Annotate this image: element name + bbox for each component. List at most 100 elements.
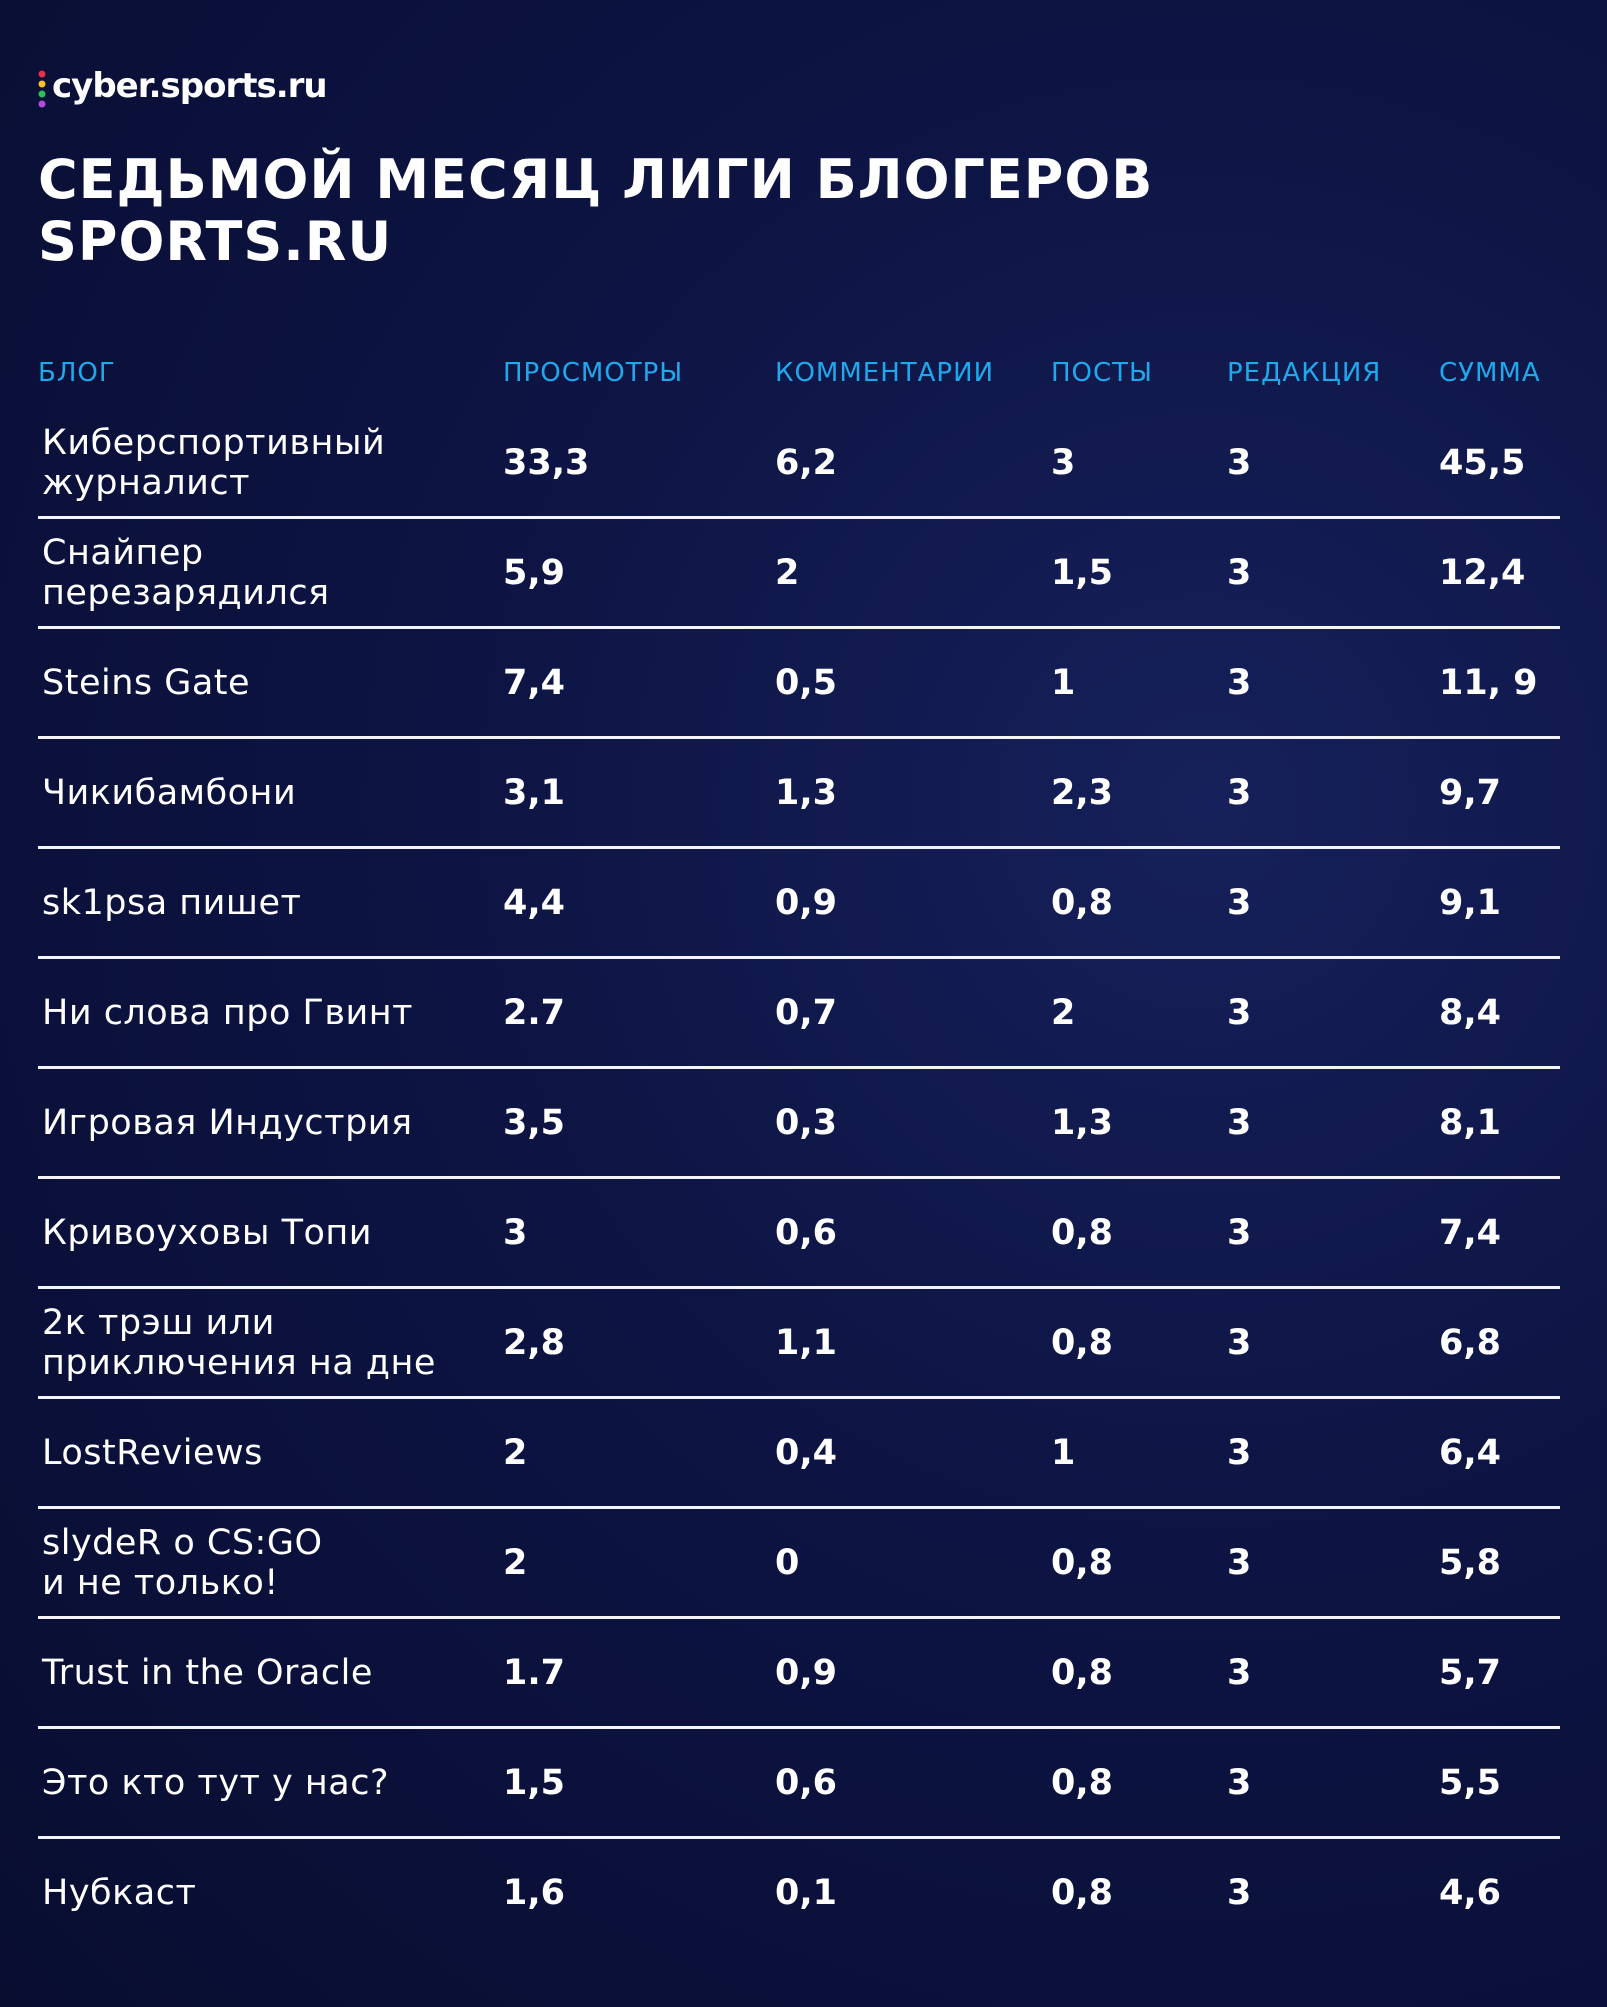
column-header: СУММА (1439, 358, 1541, 388)
column-header: ПОСТЫ (1051, 358, 1153, 388)
cell-value: 3 (1227, 1542, 1252, 1583)
column-header: РЕДАКЦИЯ (1227, 358, 1382, 388)
table-row: 2к трэш или приключения на дне 2,8 1,1 0,8 3… (38, 1289, 1560, 1399)
cell-value: 0,8 (1051, 1322, 1114, 1363)
table-row: Это кто тут у нас? 1,5 0,6 0,8 3 5,5 (38, 1729, 1560, 1839)
blog-name: Steins Gate (42, 662, 251, 703)
cell-value: 0,6 (775, 1212, 838, 1253)
cell-value: 1 (1051, 1432, 1076, 1473)
cell-value: 0 (775, 1542, 800, 1583)
cell-value: 6,2 (775, 442, 838, 483)
table-row: LostReviews 2 0,4 1 3 6,4 (38, 1399, 1560, 1509)
cell-value: 8,4 (1439, 992, 1502, 1033)
blog-name: sk1psa пишет (42, 882, 302, 923)
table-row: Киберспортивный журналист 33,3 6,2 3 3 45,5 (38, 409, 1560, 519)
table-row: sk1psa пишет 4,4 0,9 0,8 3 9,1 (38, 849, 1560, 959)
blog-name: 2к трэш или приключения на дне (42, 1302, 436, 1383)
cell-value: 0,8 (1051, 882, 1114, 923)
title: SPORTS.RU (38, 210, 393, 273)
cell-value: 3 (1227, 1872, 1252, 1913)
blog-name: Киберспортивный журналист (42, 422, 386, 503)
cell-value: 1,3 (775, 772, 838, 813)
cell-value: 12,4 (1439, 552, 1526, 593)
table-row: Trust in the Oracle 1.7 0,9 0,8 3 5,7 (38, 1619, 1560, 1729)
cell-value: 3,1 (503, 772, 566, 813)
blog-name: Это кто тут у нас? (42, 1762, 390, 1803)
cell-value: 5,5 (1439, 1762, 1502, 1803)
table-row: Steins Gate 7,4 0,5 1 3 11, 9 (38, 629, 1560, 739)
column-header: КОММЕНТАРИИ (775, 358, 995, 388)
cell-value: 1,1 (775, 1322, 838, 1363)
cell-value: 2.7 (503, 992, 566, 1033)
cell-value: 7,4 (1439, 1212, 1502, 1253)
blog-name: Игровая Индустрия (42, 1102, 413, 1143)
table-row: Снайпер перезарядился 5,9 2 1,5 3 12,4 (38, 519, 1560, 629)
cell-value: 0,8 (1051, 1652, 1114, 1693)
cell-value: 6,4 (1439, 1432, 1502, 1473)
blog-name: Trust in the Oracle (42, 1652, 373, 1693)
blog-name: Снайпер перезарядился (42, 532, 330, 613)
cell-value: 3 (1227, 1762, 1252, 1803)
cell-value: 3 (1227, 1212, 1252, 1253)
cell-value: 0,5 (775, 662, 838, 703)
blog-name: Чикибамбони (42, 772, 297, 813)
table-row: Нубкаст 1,6 0,1 0,8 3 4,6 (38, 1839, 1560, 1949)
cell-value: 3 (1227, 1102, 1252, 1143)
cell-value: 0,1 (775, 1872, 838, 1913)
blog-name: LostReviews (42, 1432, 263, 1473)
cell-value: 9,7 (1439, 772, 1502, 813)
cell-value: 5,8 (1439, 1542, 1502, 1583)
cell-value: 8,1 (1439, 1102, 1502, 1143)
cell-value: 3 (1227, 662, 1252, 703)
cell-value: 0,4 (775, 1432, 838, 1473)
cell-value: 1,6 (503, 1872, 566, 1913)
cell-value: 3 (1227, 772, 1252, 813)
cell-value: 2 (775, 552, 800, 593)
cell-value: 9,1 (1439, 882, 1502, 923)
cell-value: 7,4 (503, 662, 566, 703)
cell-value: 4,6 (1439, 1872, 1502, 1913)
cell-value: 1,5 (503, 1762, 566, 1803)
table-row: Ни слова про Гвинт 2.7 0,7 2 3 8,4 (38, 959, 1560, 1069)
cell-value: 0,7 (775, 992, 838, 1033)
table-row: Игровая Индустрия 3,5 0,3 1,3 3 8,1 (38, 1069, 1560, 1179)
cell-value: 1 (1051, 662, 1076, 703)
logo-dots (38, 70, 46, 108)
cell-value: 2,8 (503, 1322, 566, 1363)
cell-value: 4,4 (503, 882, 566, 923)
cell-value: 33,3 (503, 442, 590, 483)
cell-value: 0,8 (1051, 1212, 1114, 1253)
cell-value: 0,6 (775, 1762, 838, 1803)
cell-value: 0,3 (775, 1102, 838, 1143)
cell-value: 2 (503, 1432, 528, 1473)
column-header: БЛОГ (38, 358, 116, 388)
cell-value: 0,8 (1051, 1872, 1114, 1913)
cell-value: 3 (1227, 1652, 1252, 1693)
cell-value: 5,9 (503, 552, 566, 593)
cell-value: 1,5 (1051, 552, 1114, 593)
cell-value: 3 (1227, 1432, 1252, 1473)
cell-value: 2,3 (1051, 772, 1114, 813)
cell-value: 3 (503, 1212, 528, 1253)
cell-value: 1,3 (1051, 1102, 1114, 1143)
column-header: ПРОСМОТРЫ (503, 358, 684, 388)
table-row: slydeR о CS:GO и не только! 2 0 0,8 3 5,8 (38, 1509, 1560, 1619)
cell-value: 0,8 (1051, 1542, 1114, 1583)
cell-value: 6,8 (1439, 1322, 1502, 1363)
cell-value: 1.7 (503, 1652, 566, 1693)
cell-value: 2 (1051, 992, 1076, 1033)
cell-value: 11, 9 (1439, 662, 1538, 703)
logo: cyber.sports.ru (52, 66, 328, 106)
blog-name: Нубкаст (42, 1872, 197, 1913)
cell-value: 45,5 (1439, 442, 1526, 483)
blog-name: slydeR о CS:GO и не только! (42, 1522, 323, 1603)
cell-value: 3 (1051, 442, 1076, 483)
cell-value: 5,7 (1439, 1652, 1502, 1693)
cell-value: 3 (1227, 442, 1252, 483)
blog-name: Ни слова про Гвинт (42, 992, 414, 1033)
cell-value: 0,9 (775, 882, 838, 923)
table-row: Чикибамбони 3,1 1,3 2,3 3 9,7 (38, 739, 1560, 849)
cell-value: 0,9 (775, 1652, 838, 1693)
table-row: Кривоуховы Топи 3 0,6 0,8 3 7,4 (38, 1179, 1560, 1289)
